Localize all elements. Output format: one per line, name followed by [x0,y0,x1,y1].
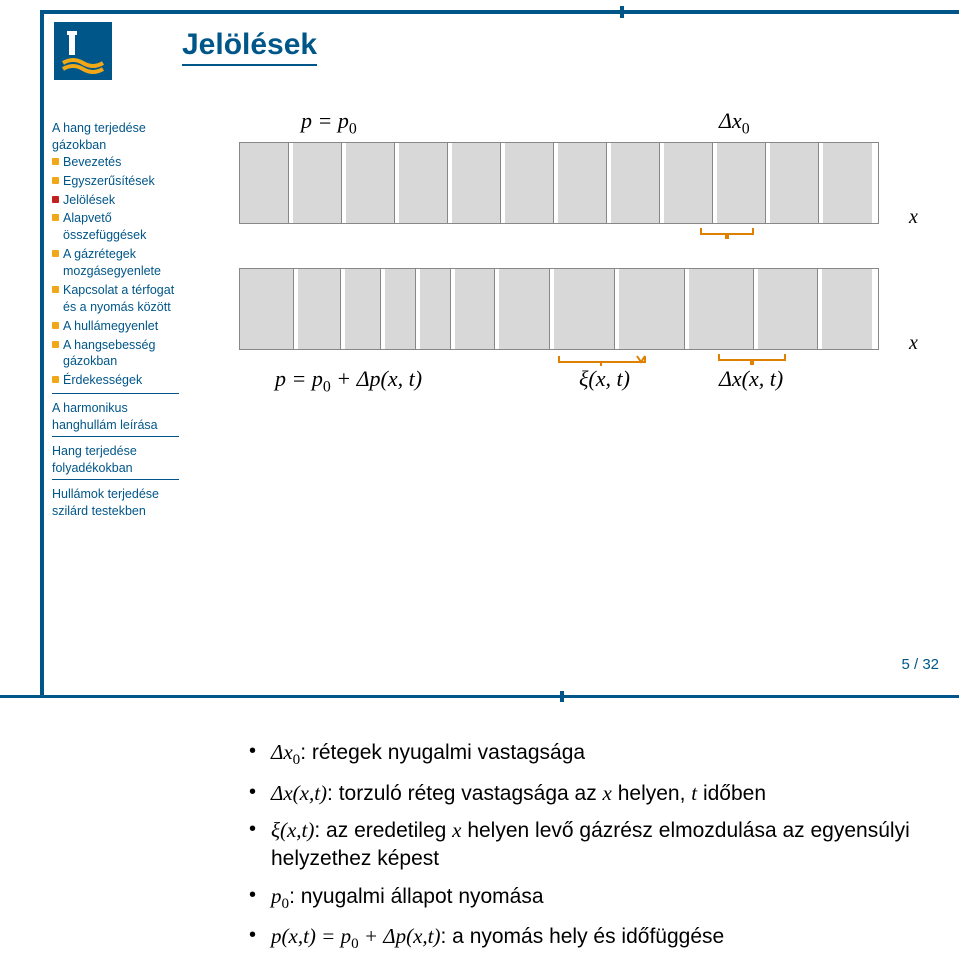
cell [664,143,713,223]
eq-dx: Δx(x, t) [719,366,783,392]
cell [554,269,615,349]
sidebar-item[interactable]: A hullámegyenlet [52,318,179,335]
cell [420,269,451,349]
axis-x-2: x [909,332,918,355]
sidebar-section-1: A hang terjedése gázokban Bevezetés Egys… [52,120,179,394]
cell [499,269,551,349]
brace-xi [557,352,647,364]
sidebar-item[interactable]: Bevezetés [52,154,179,171]
slide: Jelölések A hang terjedése gázokban Beve… [44,14,959,695]
diagram-row-distorted [239,268,879,350]
cell [452,143,501,223]
brace-dx [717,352,787,364]
sidebar-section-2[interactable]: A harmonikus hanghullám leírása [52,400,179,437]
axis-x-1: x [909,206,918,229]
sidebar-section-3[interactable]: Hang terjedése folyadékokban [52,443,179,480]
sidebar-section-head: A hang terjedése gázokban [52,120,179,154]
cell [293,143,342,223]
eq-p-expanded: p = p0 + Δp(x, t) [275,366,422,396]
cell [558,143,607,223]
sidebar-item[interactable]: Érdekességek [52,372,179,389]
bullet-5: p(x,t) = p0 + Δp(x,t): a nyomás hely és … [249,922,929,955]
bullet-2: Δx(x,t): torzuló réteg vastagsága az x h… [249,779,929,808]
cell [770,143,819,223]
cell [717,143,766,223]
logo [54,22,112,80]
cell [399,143,448,223]
sidebar-item-current[interactable]: Jelölések [52,192,179,209]
cell [385,269,416,349]
cell [619,269,685,349]
sidebar-item[interactable]: Kapcsolat a térfogat és a nyomás között [52,282,179,316]
cell [455,269,494,349]
diagram-row-rest [239,142,879,224]
page-title: Jelölések [182,28,317,66]
cell [240,269,294,349]
bullet-3: ξ(x,t): az eredetileg x helyen levő gázr… [249,816,929,874]
eq-dx0: Δx0 [719,108,750,138]
sidebar-section-4[interactable]: Hullámok terjedése szilárd testekben [52,486,179,520]
bullet-list: Δx0: rétegek nyugalmi vastagsága Δx(x,t)… [249,738,929,955]
cell [240,143,289,223]
cell [346,143,395,223]
sidebar: A hang terjedése gázokban Bevezetés Egys… [52,86,179,963]
eq-xi: ξ(x, t) [579,366,630,392]
sidebar-item[interactable]: A gázrétegek mozgásegyenlete [52,246,179,280]
sidebar-item[interactable]: Alapvető összefüggések [52,210,179,244]
bullet-1: Δx0: rétegek nyugalmi vastagsága [249,738,929,771]
diagram: p = p0 Δx0 x x p = p [229,108,929,408]
cell [298,269,341,349]
main-content: p = p0 Δx0 x x p = p [179,86,959,963]
cell [822,269,872,349]
bullet-4: p0: nyugalmi állapot nyomása [249,882,929,915]
sidebar-item[interactable]: A hangsebesség gázokban [52,337,179,371]
cell [689,269,754,349]
page-number: 5 / 32 [901,656,939,673]
cell [611,143,660,223]
cell [823,143,872,223]
header: Jelölések [44,14,959,86]
cell [758,269,818,349]
cell [505,143,554,223]
sidebar-item[interactable]: Egyszerűsítések [52,173,179,190]
brace-dx0 [699,226,755,238]
cell [345,269,381,349]
eq-p-p0: p = p0 [301,108,357,138]
